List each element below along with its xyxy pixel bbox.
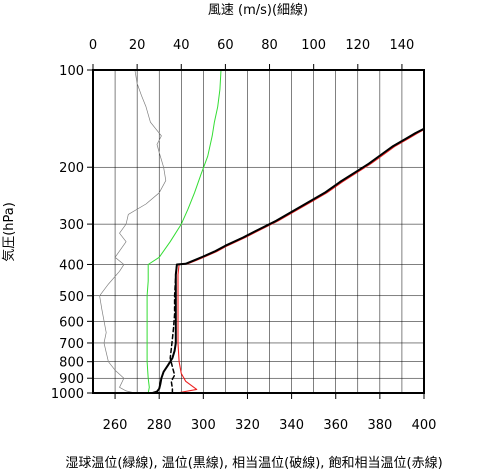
series-line-wind [99, 69, 167, 394]
series-line-theta-e [169, 263, 178, 394]
y-tick-label-300: 300 [59, 218, 84, 233]
y-tick-label-700: 700 [59, 337, 84, 352]
y-tick-label-500: 500 [59, 290, 84, 305]
y-tick-label-600: 600 [59, 315, 84, 330]
y-axis-title: 気圧(hPa) [1, 202, 17, 262]
series-line-theta [151, 127, 425, 394]
y-tick-label-900: 900 [59, 372, 84, 387]
x-top-tick-label-120: 120 [345, 38, 370, 53]
x-top-tick-label-60: 60 [217, 38, 234, 53]
x-bottom-tick-label-400: 400 [412, 418, 437, 433]
x-top-tick-label-40: 40 [173, 38, 190, 53]
x-top-tick-label-80: 80 [261, 38, 278, 53]
x-bottom-tick-label-280: 280 [147, 418, 172, 433]
x-bottom-tick-label-360: 360 [323, 418, 348, 433]
grid [92, 69, 425, 394]
x-bottom-tick-label-260: 260 [103, 418, 128, 433]
plot-frame [92, 69, 425, 394]
x-bottom-tick-label-380: 380 [367, 418, 392, 433]
bottom-axis-title: 湿球温位(緑線), 温位(黒線), 相当温位(破線), 飽和相当温位(赤線) [65, 455, 442, 471]
y-tick-label-100: 100 [59, 64, 84, 79]
top-axis-title: 風速 (m/s)(細線) [208, 2, 308, 18]
x-bottom-tick-label-320: 320 [235, 418, 260, 433]
y-tick-label-1000: 1000 [51, 387, 84, 402]
x-top-tick-label-140: 140 [390, 38, 415, 53]
y-tick-label-800: 800 [59, 356, 84, 371]
x-top-tick-label-20: 20 [129, 38, 146, 53]
x-bottom-tick-label-300: 300 [191, 418, 216, 433]
x-top-tick-label-0: 0 [89, 38, 97, 53]
series-line-wet-bulb [146, 69, 222, 394]
data-series [99, 69, 425, 394]
y-tick-label-400: 400 [59, 258, 84, 273]
x-bottom-tick-label-340: 340 [279, 418, 304, 433]
x-top-tick-label-100: 100 [301, 38, 326, 53]
y-tick-label-200: 200 [59, 161, 84, 176]
series-line-theta-es [176, 129, 425, 394]
